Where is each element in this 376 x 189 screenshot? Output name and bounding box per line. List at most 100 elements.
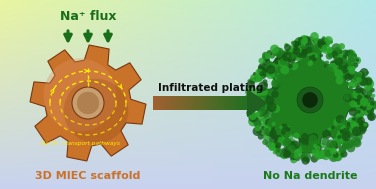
Circle shape — [339, 147, 346, 154]
Circle shape — [362, 122, 365, 126]
Circle shape — [264, 114, 268, 119]
Polygon shape — [232, 96, 234, 110]
Circle shape — [254, 121, 261, 128]
Circle shape — [302, 140, 306, 144]
Circle shape — [359, 121, 368, 130]
Circle shape — [350, 74, 359, 83]
Circle shape — [338, 117, 346, 125]
Circle shape — [343, 139, 352, 149]
Circle shape — [273, 114, 281, 122]
Polygon shape — [166, 96, 168, 110]
Circle shape — [361, 78, 365, 83]
Circle shape — [271, 67, 276, 73]
Circle shape — [293, 132, 300, 139]
Circle shape — [270, 45, 279, 54]
Circle shape — [289, 141, 298, 150]
Circle shape — [317, 60, 322, 64]
Circle shape — [299, 138, 304, 143]
Circle shape — [288, 143, 295, 150]
Circle shape — [346, 139, 355, 147]
Circle shape — [277, 149, 280, 153]
Circle shape — [286, 147, 295, 156]
Circle shape — [253, 74, 261, 82]
Polygon shape — [240, 96, 241, 110]
Circle shape — [273, 144, 280, 152]
Circle shape — [278, 61, 288, 70]
Circle shape — [294, 145, 303, 154]
Circle shape — [346, 143, 355, 152]
Circle shape — [348, 50, 353, 56]
Circle shape — [357, 95, 362, 100]
Circle shape — [351, 137, 361, 146]
Circle shape — [347, 122, 350, 125]
Circle shape — [342, 62, 349, 68]
Polygon shape — [157, 96, 159, 110]
Circle shape — [349, 73, 353, 76]
Circle shape — [308, 61, 313, 66]
Circle shape — [275, 135, 282, 142]
Circle shape — [349, 144, 353, 148]
Circle shape — [293, 40, 299, 46]
Circle shape — [265, 60, 270, 65]
Circle shape — [368, 100, 376, 110]
Polygon shape — [219, 96, 221, 110]
Circle shape — [347, 72, 354, 80]
Circle shape — [258, 134, 264, 140]
Circle shape — [339, 145, 346, 153]
Circle shape — [350, 98, 356, 105]
Circle shape — [346, 61, 356, 70]
Circle shape — [355, 94, 363, 102]
Circle shape — [340, 119, 346, 125]
Circle shape — [270, 125, 275, 130]
Circle shape — [340, 150, 347, 158]
Circle shape — [358, 93, 366, 101]
Circle shape — [359, 132, 363, 136]
Circle shape — [265, 96, 274, 105]
Polygon shape — [213, 96, 215, 110]
Circle shape — [340, 133, 344, 138]
Circle shape — [342, 142, 350, 149]
Circle shape — [335, 54, 338, 57]
Circle shape — [293, 47, 300, 55]
Text: Infiltrated plating: Infiltrated plating — [158, 83, 263, 93]
Polygon shape — [241, 96, 243, 110]
Circle shape — [354, 100, 360, 107]
Circle shape — [349, 68, 355, 75]
Circle shape — [359, 75, 363, 79]
Circle shape — [331, 51, 338, 57]
Circle shape — [249, 94, 255, 101]
Circle shape — [265, 140, 272, 147]
Circle shape — [247, 109, 252, 115]
Circle shape — [265, 64, 275, 74]
Circle shape — [314, 38, 321, 45]
Circle shape — [265, 131, 270, 136]
Circle shape — [266, 59, 270, 63]
Circle shape — [309, 134, 314, 139]
Circle shape — [262, 139, 268, 145]
Circle shape — [332, 137, 341, 147]
Circle shape — [257, 66, 267, 75]
Circle shape — [275, 148, 284, 157]
Circle shape — [307, 36, 314, 43]
Circle shape — [347, 132, 354, 139]
Circle shape — [291, 41, 295, 45]
Circle shape — [261, 117, 267, 123]
Circle shape — [357, 110, 361, 114]
Circle shape — [372, 94, 375, 97]
Circle shape — [329, 40, 333, 44]
Circle shape — [282, 52, 291, 61]
Circle shape — [269, 141, 278, 151]
Circle shape — [255, 121, 262, 128]
Polygon shape — [191, 96, 193, 110]
Polygon shape — [189, 96, 191, 110]
Circle shape — [354, 99, 361, 106]
Circle shape — [262, 103, 265, 107]
Circle shape — [267, 119, 276, 128]
Circle shape — [255, 69, 263, 76]
Circle shape — [312, 44, 322, 54]
Circle shape — [354, 88, 363, 96]
Circle shape — [258, 97, 264, 104]
Polygon shape — [228, 96, 230, 110]
Polygon shape — [193, 96, 194, 110]
Circle shape — [271, 81, 277, 87]
